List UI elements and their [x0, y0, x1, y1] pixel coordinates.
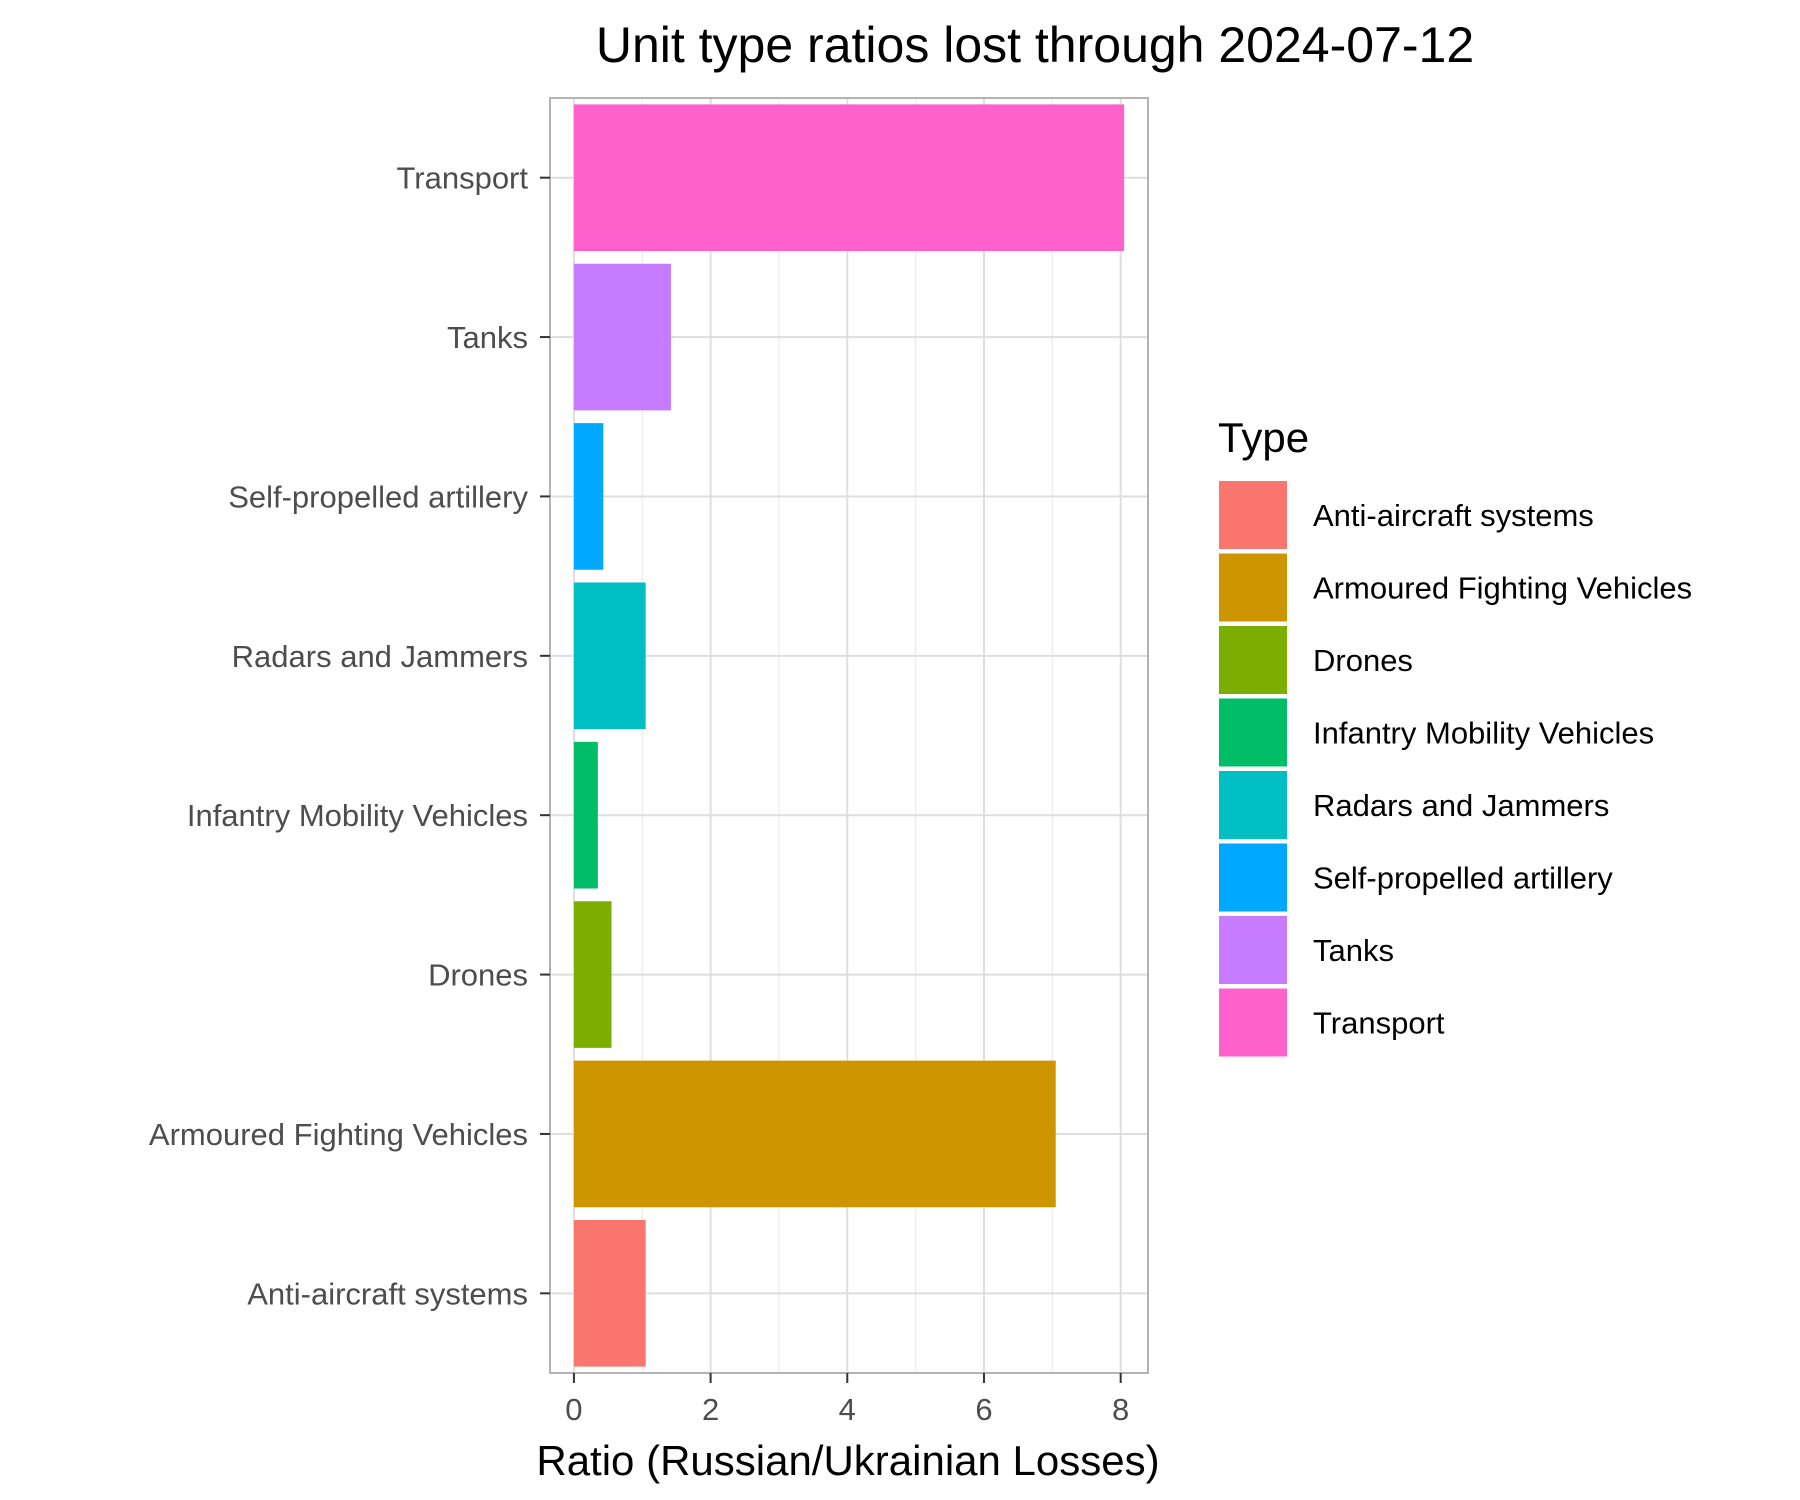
x-axis: 0 2 4 6 8	[565, 1373, 1129, 1427]
x-tick-label: 0	[565, 1392, 582, 1427]
legend-key	[1217, 841, 1289, 914]
x-tick-label: 6	[975, 1392, 992, 1427]
bar-drones	[573, 901, 612, 1048]
panel-border	[549, 97, 1149, 1374]
y-tick-label: Transport	[396, 161, 528, 196]
y-tick-label: Armoured Fighting Vehicles	[149, 1117, 528, 1152]
y-tick-label: Self-propelled artillery	[228, 479, 528, 514]
legend-key	[1217, 914, 1289, 986]
y-axis: Anti-aircraft systems Armoured Fighting V…	[149, 161, 550, 1311]
x-tick-label: 8	[1112, 1392, 1129, 1427]
legend-label: Self-propelled artillery	[1313, 861, 1613, 896]
chart-title: Unit type ratios lost through 2024-07-12	[596, 17, 1474, 73]
plot-border	[549, 97, 1149, 1374]
legend-label: Transport	[1313, 1006, 1445, 1041]
x-tick-label: 2	[702, 1392, 719, 1427]
legend-key	[1217, 551, 1289, 624]
legend-label: Anti-aircraft systems	[1313, 498, 1594, 533]
bar-armoured-fighting-vehicles	[573, 1060, 1056, 1208]
bar-self-propelled-artillery	[573, 423, 604, 570]
bar-infantry-mobility-vehicles	[573, 741, 598, 889]
legend: Type Anti-aircraft systems Armoured Fight…	[1217, 414, 1692, 1059]
y-tick-label: Radars and Jammers	[232, 639, 528, 674]
y-tick-label: Infantry Mobility Vehicles	[187, 798, 528, 833]
legend-label: Radars and Jammers	[1313, 788, 1609, 823]
legend-key	[1217, 624, 1289, 696]
legend-label: Infantry Mobility Vehicles	[1313, 716, 1654, 751]
bar-transport	[573, 104, 1125, 251]
x-axis-title: Ratio (Russian/Ukrainian Losses)	[536, 1437, 1159, 1484]
bars	[573, 104, 1125, 1367]
bar-radars-and-jammers	[573, 582, 646, 730]
legend-key	[1217, 479, 1289, 551]
legend-key	[1217, 769, 1289, 841]
bar-anti-aircraft-systems	[573, 1220, 646, 1367]
legend-title: Type	[1218, 414, 1309, 461]
y-tick-label: Tanks	[447, 320, 528, 355]
legend-label: Armoured Fighting Vehicles	[1313, 571, 1692, 606]
legend-key	[1217, 986, 1289, 1059]
legend-label: Drones	[1313, 643, 1413, 678]
y-tick-label: Drones	[428, 958, 528, 993]
x-tick-label: 4	[839, 1392, 856, 1427]
y-tick-label: Anti-aircraft systems	[247, 1276, 528, 1311]
bar-tanks	[573, 263, 671, 411]
legend-label: Tanks	[1313, 933, 1394, 968]
legend-key	[1217, 696, 1289, 769]
